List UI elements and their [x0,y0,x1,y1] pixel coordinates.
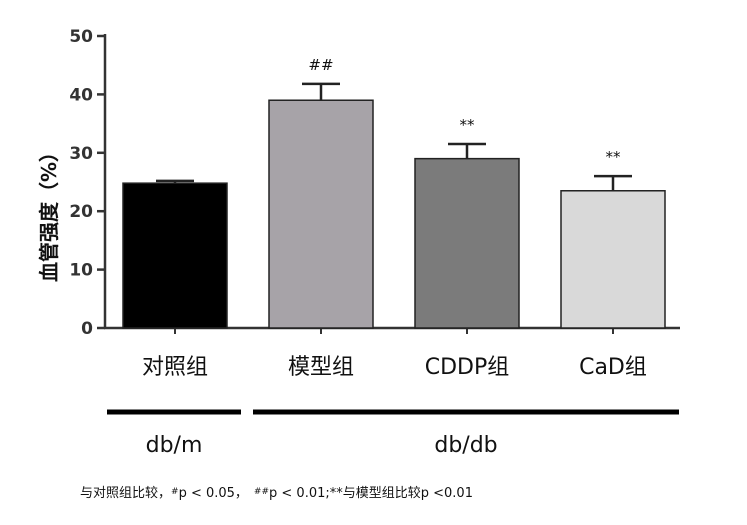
group-label: db/m [146,433,203,458]
group-label: db/db [434,433,497,458]
y-tick-label: 10 [69,261,93,281]
y-tick-label: 30 [69,144,93,164]
footnote-part2: p < 0.05， [179,486,248,501]
x-category-label: CDDP组 [425,355,510,380]
footnote-hash-symbol: # [171,487,179,497]
y-tick-label: 50 [69,27,93,47]
footnote-part3: p < 0.01;**与模型组比较p <0.01 [269,486,473,501]
y-axis-label: 血管强度（%） [37,142,61,282]
bar-3 [414,157,520,329]
group-brackets: db/m db/db [107,409,679,458]
significance-marker: ** [460,116,476,134]
footnote-part1: 与对照组比较， [80,486,171,501]
bar-1 [122,182,228,329]
bar-4 [560,190,666,329]
y-tick-label: 20 [69,202,93,222]
significance-marker: ## [308,56,333,74]
x-category-label: CaD组 [579,355,647,380]
bars: 对照组 模型组 ## CDDP组 ** CaD组 ** [122,56,666,380]
bar-2 [268,99,374,329]
significance-marker: ** [606,148,622,166]
x-category-label: 对照组 [142,355,208,380]
footnote-double-hash-symbol: ## [254,487,269,497]
y-tick-label: 0 [81,319,93,339]
footnote: 与对照组比较，#p < 0.05， ##p < 0.01;**与模型组比较p <0… [80,486,473,501]
y-tick-label: 40 [69,85,93,105]
x-category-label: 模型组 [288,355,354,380]
